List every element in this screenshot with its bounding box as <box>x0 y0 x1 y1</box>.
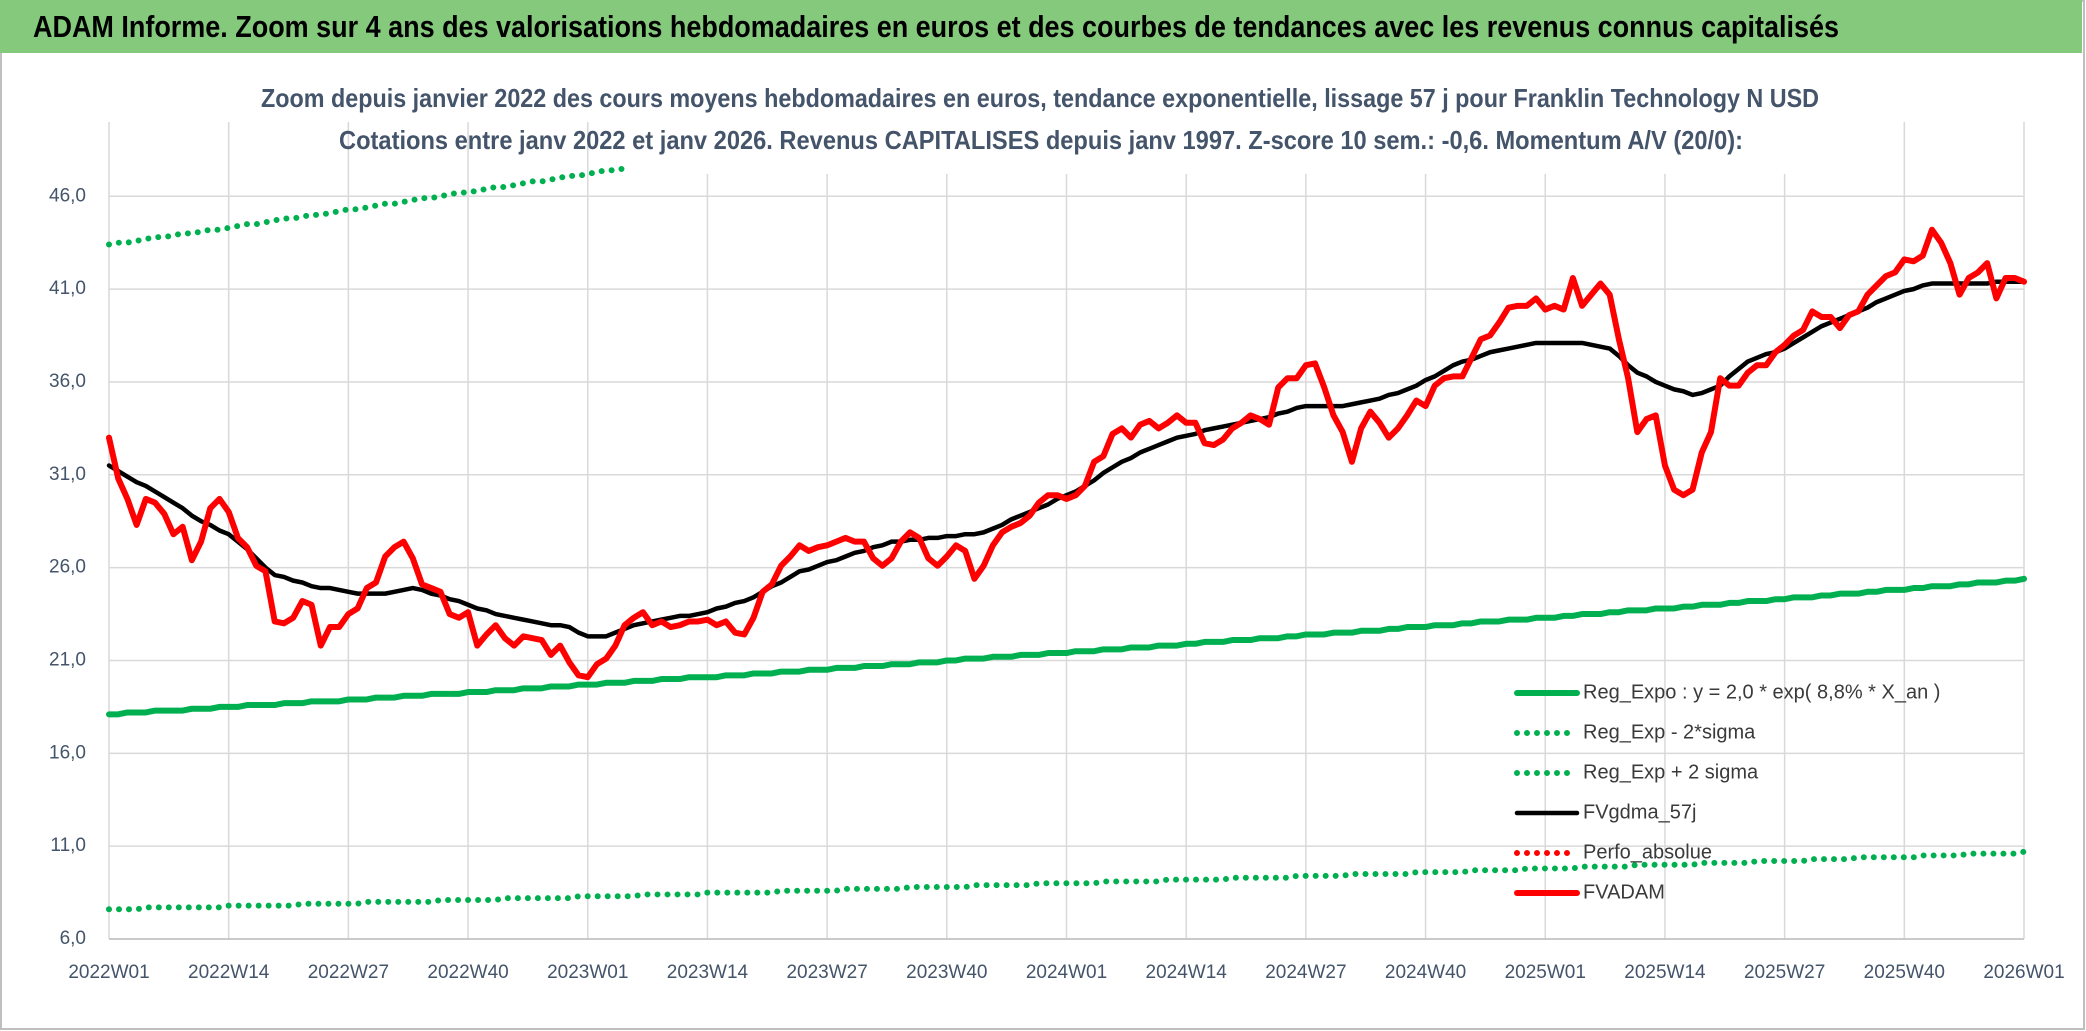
x-tick-label: 2024W01 <box>1026 962 1107 983</box>
legend-label: Reg_Expo : y = 2,0 * exp( 8,8% * X_an ) <box>1583 681 1940 703</box>
subtitle-background <box>625 78 1829 174</box>
header-title: ADAM Informe. Zoom sur 4 ans des valoris… <box>33 9 1839 44</box>
x-tick-label: 2025W27 <box>1744 962 1825 983</box>
y-tick-label: 41,0 <box>49 278 86 299</box>
y-tick-label: 21,0 <box>49 649 86 670</box>
x-tick-label: 2024W14 <box>1146 962 1228 983</box>
legend-label: Reg_Exp - 2*sigma <box>1583 721 1756 743</box>
x-tick-label: 2025W01 <box>1505 962 1586 983</box>
x-tick-label: 2024W40 <box>1385 962 1466 983</box>
x-tick-label: 2024W27 <box>1265 962 1346 983</box>
x-tick-label: 2022W40 <box>427 962 508 983</box>
series-line <box>106 848 2027 913</box>
x-tick-label: 2025W40 <box>1864 962 1945 983</box>
y-tick-label: 6,0 <box>60 928 86 949</box>
y-tick-label: 11,0 <box>50 835 86 856</box>
x-tick-label: 2023W01 <box>547 962 628 983</box>
x-tick-label: 2023W40 <box>906 962 987 983</box>
legend-label: FVgdma_57j <box>1583 801 1696 823</box>
legend-label: Reg_Exp + 2 sigma <box>1583 761 1759 783</box>
x-tick-label: 2022W27 <box>308 962 389 983</box>
legend-label: Perfo_absolue <box>1583 841 1712 863</box>
x-tick-label: 2023W27 <box>786 962 867 983</box>
y-tick-label: 36,0 <box>49 371 86 392</box>
y-tick-label: 46,0 <box>49 185 86 206</box>
x-tick-label: 2025W14 <box>1624 962 1706 983</box>
series-line <box>106 279 2027 639</box>
x-tick-label: 2022W14 <box>188 962 270 983</box>
x-tick-label: 2026W01 <box>1983 962 2064 983</box>
header-bar <box>0 0 2082 53</box>
legend: Reg_Expo : y = 2,0 * exp( 8,8% * X_an ) R… <box>1514 681 1940 903</box>
legend-label: FVADAM <box>1583 881 1665 903</box>
subtitle-line: Zoom depuis janvier 2022 des cours moyen… <box>261 83 1819 113</box>
x-tick-label: 2023W14 <box>667 962 749 983</box>
series-line <box>106 226 2027 681</box>
series-line <box>106 575 2027 718</box>
y-tick-label: 16,0 <box>49 742 86 763</box>
y-tick-label: 31,0 <box>49 464 86 485</box>
subtitle-line: Cotations entre janv 2022 et janv 2026. … <box>339 125 1743 155</box>
y-tick-label: 26,0 <box>49 557 86 578</box>
plot-area: 6,0 11,0 16,0 21,0 26,0 31,0 36,0 41,0 46,0 2022W… <box>49 122 2065 983</box>
x-tick-label: 2022W01 <box>68 962 149 983</box>
